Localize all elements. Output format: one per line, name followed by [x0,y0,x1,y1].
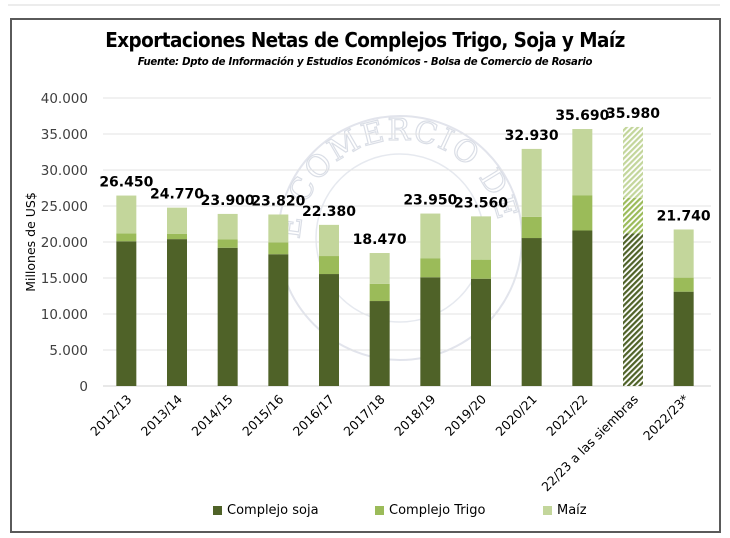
bar-stack [369,253,390,386]
chart-frame [10,18,721,533]
chart-subtitle: Fuente: Dpto de Información y Estudios E… [137,55,593,68]
legend-label-maiz: Maíz [557,503,587,518]
y-tick-label: 0 [79,379,88,395]
y-tick-label: 15.000 [41,271,88,287]
bar-segment-soja [319,274,339,386]
x-tick-label: 2014/15 [188,392,235,439]
total-data-label: 35.980 [606,106,660,122]
bar-segment-soja [471,278,491,386]
bar-stack [217,213,238,386]
total-data-label: 23.900 [201,193,255,209]
bar-segment-maiz [572,129,593,196]
bar-segment-trigo [521,216,542,239]
bar-segment-trigo [471,259,491,279]
bar-segment-trigo [369,283,390,302]
x-tick-label: 2016/17 [290,392,337,439]
bar-stack [471,216,491,386]
x-tick-label: 2022/23* [640,392,692,444]
bar-stack [521,148,542,386]
legend-swatch-maiz [543,506,552,515]
bar-segment-soja [369,301,390,386]
bar-segment-trigo [319,256,339,275]
bar-segment-soja [217,247,238,386]
legend-label-trigo: Complejo Trigo [389,503,486,518]
bar-segment-trigo [217,239,238,248]
bar-segment-trigo [673,277,694,292]
bar-segment-maiz [116,195,137,234]
total-data-label: 24.770 [150,187,204,203]
y-tick-label: 5.000 [49,343,88,359]
total-data-label: 26.450 [99,175,153,191]
bar-segment-soja [268,254,289,386]
x-tick-label: 2021/22 [543,392,590,439]
x-tick-label: 2012/13 [87,392,134,439]
bar-segment-maiz [319,224,339,257]
total-data-label: 18.470 [353,232,407,248]
y-tick-label: 35.000 [41,127,88,143]
watermark-seal: BOLSA DE COMERCIO DE ROSARIO [0,0,525,361]
x-tick-label: 2013/14 [138,391,185,438]
bar-segment-soja [572,230,593,386]
bar-segment-maiz [521,148,542,217]
y-tick-label: 30.000 [41,163,88,179]
bar-segment-maiz [623,126,643,198]
y-tick-label: 20.000 [41,235,88,251]
bar-stack [319,224,339,386]
total-data-label: 23.820 [251,193,305,209]
bar-segment-soja [623,233,643,386]
legend: Complejo soja Complejo Trigo Maíz [0,503,730,523]
legend-item-maiz: Maíz [543,503,587,518]
total-data-label: 35.690 [555,108,609,124]
bar-segment-trigo [167,233,187,240]
bar-segment-trigo [420,258,441,278]
bar-segment-maiz [217,213,238,240]
bar-segment-soja [673,291,694,386]
bar-segment-soja [116,241,137,386]
x-tick-label: 2015/16 [239,391,286,438]
legend-item-trigo: Complejo Trigo [375,503,485,518]
bar-segment-maiz [167,207,187,234]
x-tick-label: 2017/18 [340,391,387,438]
legend-swatch-soja [213,506,222,515]
bar-segment-trigo [116,233,137,242]
total-data-label: 23.560 [454,195,508,211]
total-data-label: 32.930 [505,128,559,144]
bar-segment-soja [521,238,542,386]
chart-title: Exportaciones Netas de Complejos Trigo, … [105,28,625,52]
bar-stack [572,129,593,386]
x-tick-label: 2020/21 [492,392,539,439]
legend-swatch-trigo [375,506,384,515]
total-data-label: 21.740 [657,208,711,224]
bar-stack [116,195,137,386]
bar-segment-soja [420,277,441,386]
bar-segment-trigo [268,242,289,255]
bar-segment-maiz [420,213,441,259]
bar-segment-maiz [369,253,390,284]
y-tick-label: 40.000 [41,91,88,107]
y-axis-label: Millones de US$ [23,192,38,292]
total-data-label: 22.380 [302,204,356,220]
x-tick-label: 2019/20 [442,391,489,438]
bar-segment-maiz [673,229,694,278]
bar-segment-trigo [623,197,643,234]
legend-label-soja: Complejo soja [227,503,319,518]
total-data-label: 23.950 [403,193,457,209]
bar-stack [420,213,441,386]
bar-stack [268,214,289,386]
bar-stack [167,207,187,386]
y-tick-label: 25.000 [41,199,88,215]
legend-item-soja: Complejo soja [213,503,319,518]
bar-stack [673,229,694,386]
y-tick-label: 10.000 [41,307,88,323]
bar-segment-soja [167,239,187,386]
x-tick-label: 2018/19 [391,391,438,438]
bar-segment-trigo [572,195,593,231]
bar-segment-maiz [471,216,491,260]
bar-stack [623,126,643,386]
top-divider [8,4,720,6]
x-tick-label: 22/23 a las siembras [538,392,641,495]
bar-segment-maiz [268,214,289,243]
